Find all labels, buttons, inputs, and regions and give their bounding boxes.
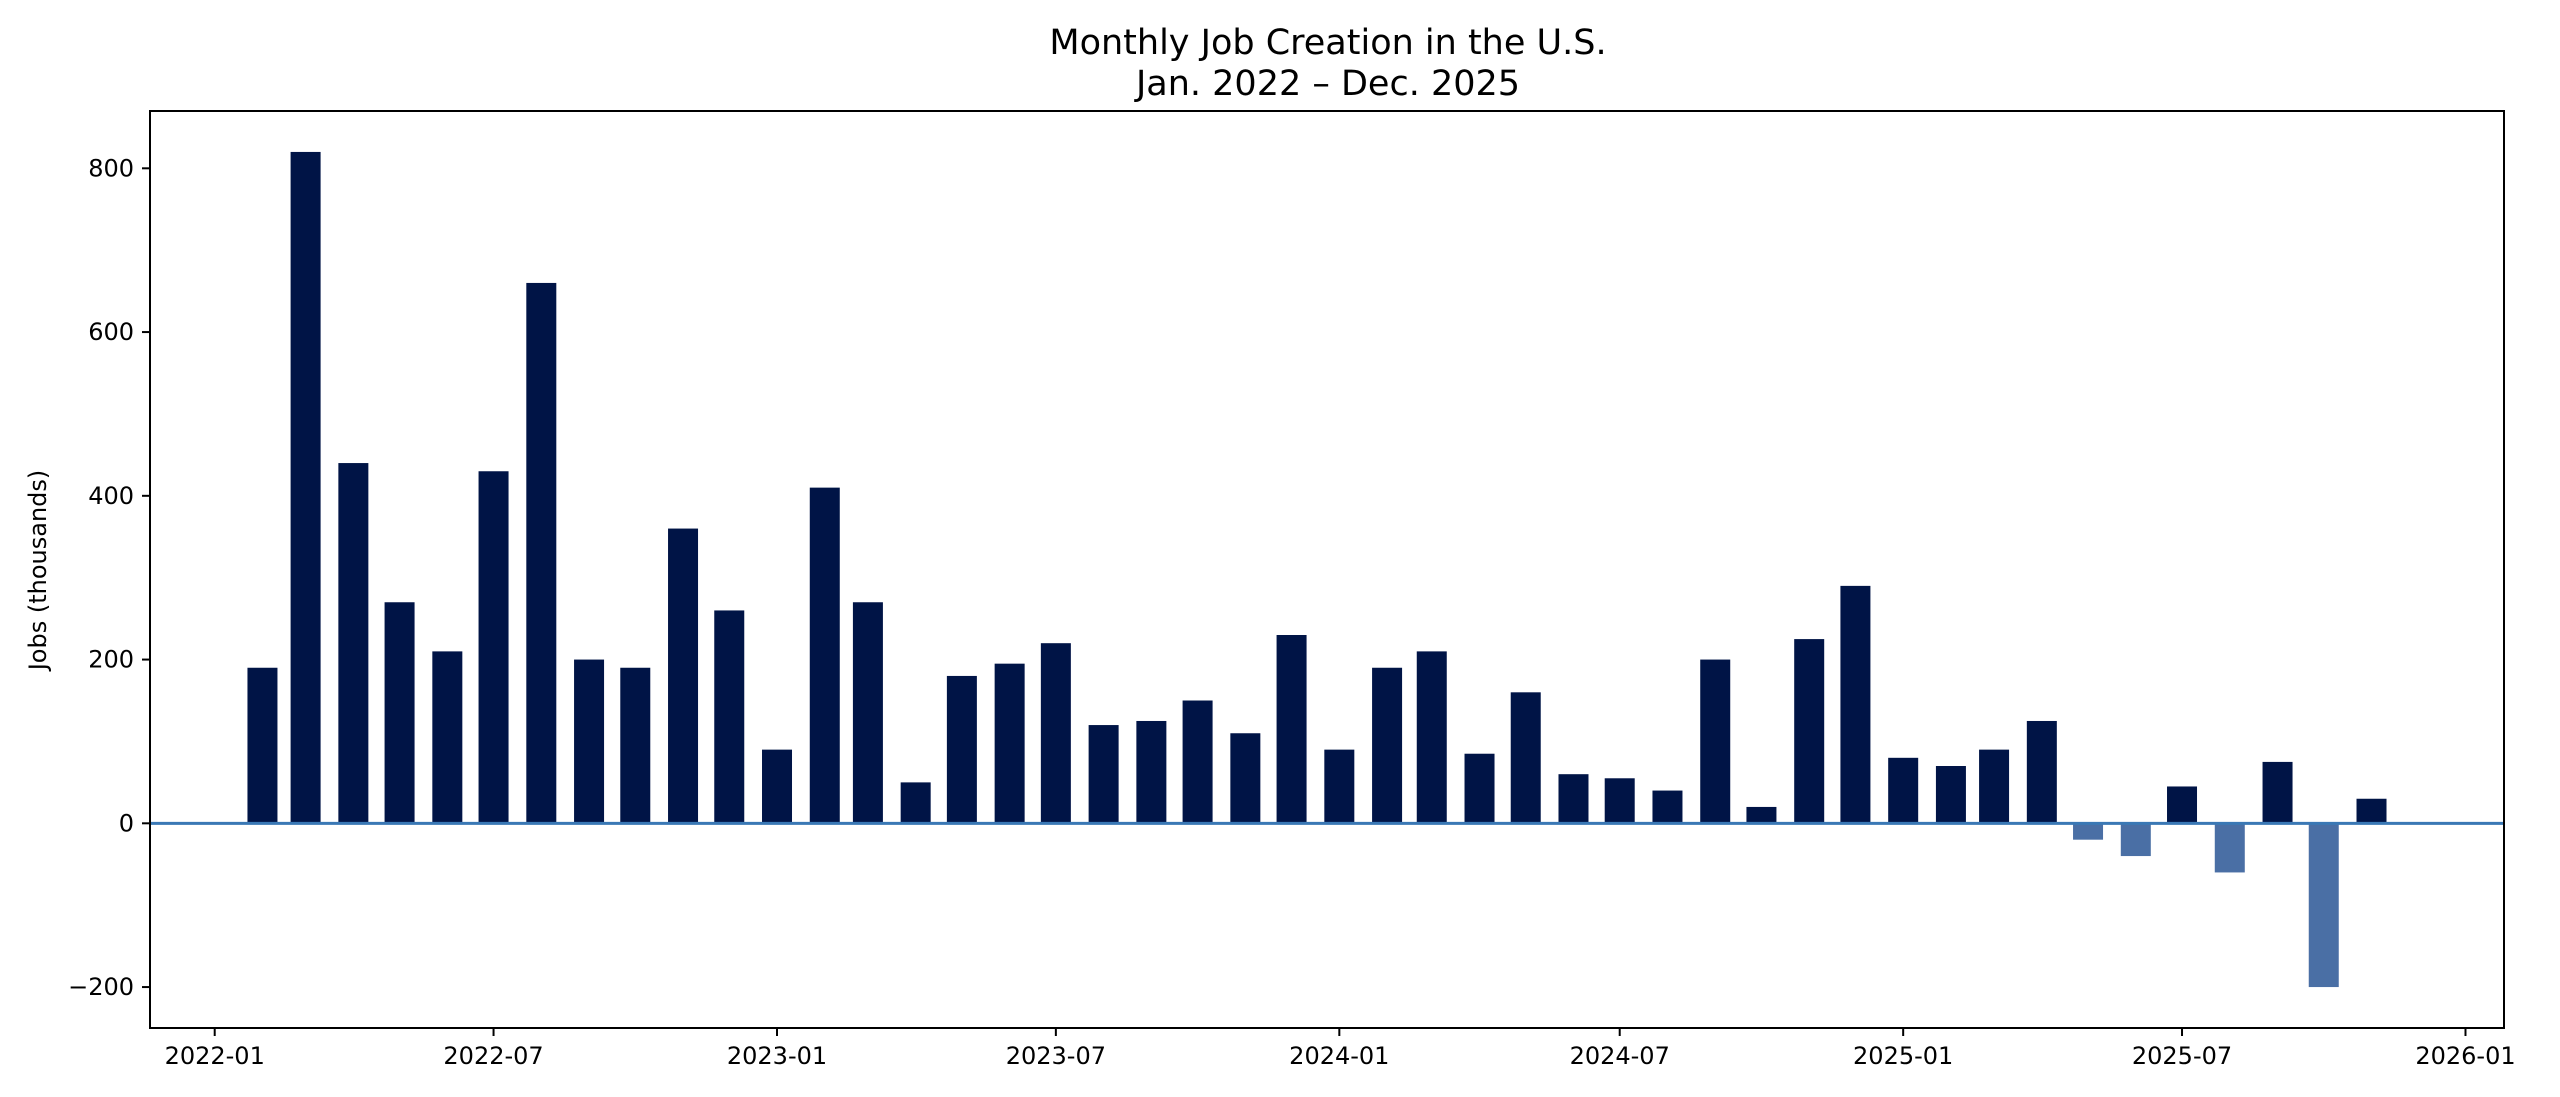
y-tick-label: 400 <box>88 482 134 510</box>
chart-title: Monthly Job Creation in the U.S. <box>1049 23 1606 63</box>
y-tick-label: 0 <box>119 809 134 837</box>
bar-2022-09 <box>574 659 605 824</box>
bar-2023-08 <box>1088 725 1119 824</box>
chart-subtitle: Jan. 2022 – Dec. 2025 <box>1134 64 1520 104</box>
bar-2023-05 <box>946 675 977 824</box>
bar-2022-02 <box>247 667 278 824</box>
bar-2024-11 <box>1794 639 1825 824</box>
bar-2024-06 <box>1558 774 1589 824</box>
bar-2022-11 <box>668 528 699 824</box>
bar-2025-11 <box>2356 798 2387 824</box>
bar-2024-01 <box>1324 749 1355 824</box>
bar-2022-07 <box>478 471 509 824</box>
bar-2022-03 <box>290 151 321 824</box>
bar-2023-02 <box>809 487 840 824</box>
bar-2025-06 <box>2120 823 2151 857</box>
y-axis: −200 0 200 400 600 800 <box>68 154 150 1001</box>
bar-2023-04 <box>900 782 931 824</box>
bar-2023-09 <box>1136 720 1167 824</box>
bar-2023-06 <box>994 663 1025 824</box>
bar-2024-09 <box>1700 659 1731 824</box>
bar-2025-04 <box>2026 720 2057 824</box>
bar-2023-11 <box>1230 733 1261 824</box>
bar-2023-01 <box>762 749 793 824</box>
bar-2025-01 <box>1888 757 1919 824</box>
bar-2024-12 <box>1840 585 1871 824</box>
bar-2025-02 <box>1935 766 1966 824</box>
x-tick-label: 2022-01 <box>165 1042 265 1070</box>
bar-2022-08 <box>526 282 557 824</box>
plot-frame <box>149 110 2505 1029</box>
bar-2025-07 <box>2167 786 2198 824</box>
bar-2023-03 <box>852 602 883 824</box>
bar-2022-06 <box>432 651 463 824</box>
bar-2022-05 <box>384 602 415 824</box>
y-tick-label: −200 <box>68 973 134 1001</box>
x-tick-label: 2022-07 <box>443 1042 543 1070</box>
y-tick-label: 200 <box>88 646 134 674</box>
x-tick-label: 2023-01 <box>727 1042 827 1070</box>
bar-2024-03 <box>1416 651 1447 824</box>
y-tick-label: 600 <box>88 318 134 346</box>
x-axis: 2022-01 2022-07 2023-01 2023-07 2024-01 2024-… <box>165 1028 2516 1070</box>
x-tick-label: 2023-07 <box>1006 1042 1106 1070</box>
y-tick-label: 800 <box>88 154 134 182</box>
bar-2023-07 <box>1040 643 1071 824</box>
bar-2024-08 <box>1652 790 1683 824</box>
x-tick-label: 2024-01 <box>1289 1042 1389 1070</box>
bar-2025-08 <box>2214 823 2245 873</box>
bar-2025-10 <box>2308 823 2339 988</box>
bar-2022-10 <box>620 667 651 824</box>
bar-2024-04 <box>1464 753 1495 824</box>
bar-2025-05 <box>2073 823 2104 840</box>
x-tick-label: 2024-07 <box>1570 1042 1670 1070</box>
bar-2025-09 <box>2262 761 2293 824</box>
bar-2022-12 <box>714 610 745 824</box>
x-tick-label: 2025-01 <box>1853 1042 1953 1070</box>
x-tick-label: 2025-07 <box>2132 1042 2232 1070</box>
bars-group <box>247 151 2387 988</box>
bar-2023-10 <box>1182 700 1213 824</box>
bar-2024-05 <box>1510 692 1541 824</box>
bar-2024-02 <box>1372 667 1403 824</box>
bar-2024-07 <box>1604 778 1635 824</box>
y-axis-label: Jobs (thousands) <box>24 470 52 673</box>
x-tick-label: 2026-01 <box>2415 1042 2515 1070</box>
bar-2023-12 <box>1276 635 1307 824</box>
bar-2022-04 <box>338 463 369 824</box>
bar-2024-10 <box>1746 806 1777 824</box>
bar-2025-03 <box>1979 749 2010 824</box>
